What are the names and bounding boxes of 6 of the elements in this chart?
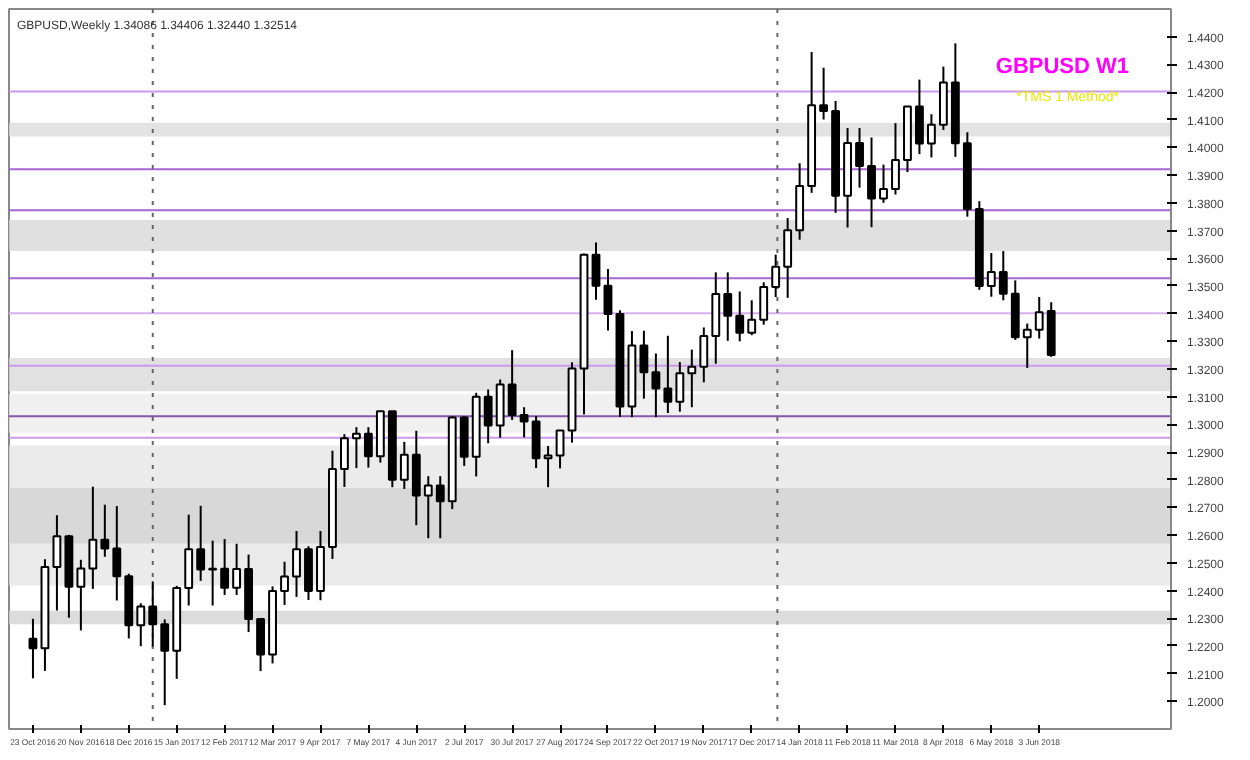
- candlestick: [603, 268, 613, 332]
- text: GBPUSD W1: [995, 55, 1130, 79]
- candlestick: [891, 122, 900, 196]
- candlestick: [591, 241, 601, 301]
- candlestick: [28, 617, 38, 680]
- candlestick: [555, 428, 565, 470]
